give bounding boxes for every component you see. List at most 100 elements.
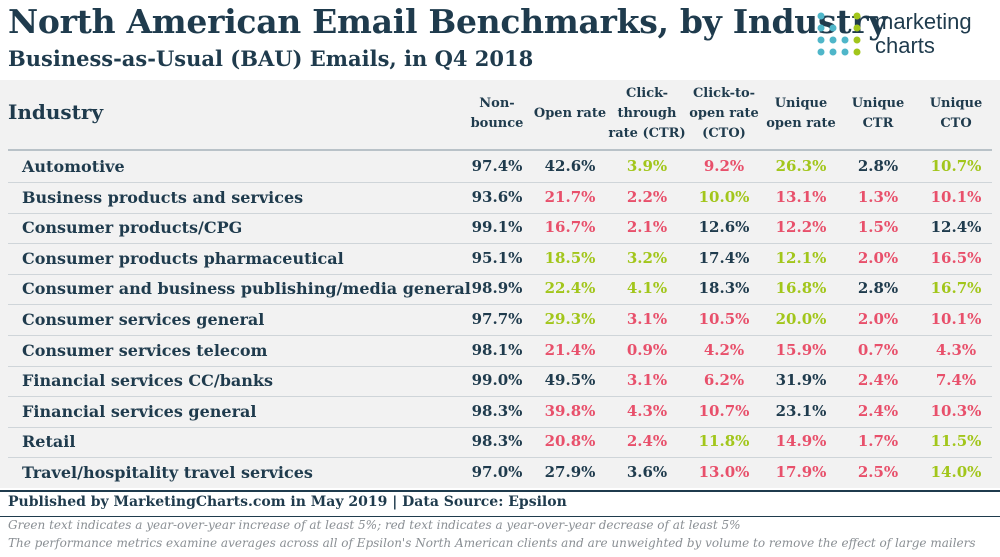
- column-header: Click-through rate (CTR): [608, 84, 686, 144]
- metric-value: 4.1%: [626, 279, 668, 298]
- column-header-line: CTO: [940, 116, 972, 131]
- metric-value: 2.1%: [626, 218, 668, 237]
- metric-value: 10.3%: [930, 401, 982, 420]
- column-header-line: Click-: [625, 86, 668, 101]
- column-header: Non-bounce: [458, 94, 536, 134]
- metric-value: 29.3%: [544, 310, 596, 328]
- logo-text: marketing charts: [875, 10, 972, 58]
- metric-value: 3.6%: [626, 463, 668, 481]
- metric-value: 3.1%: [626, 310, 668, 328]
- row-divider: [8, 273, 992, 275]
- metric-value: 10.7%: [698, 401, 750, 420]
- row-divider: [8, 182, 992, 183]
- industry-label: Financial services CC/banks: [22, 371, 273, 391]
- metric-value: 97.7%: [471, 310, 523, 328]
- industry-column-header: Industry: [8, 100, 104, 124]
- metric-value: 12.4%: [930, 218, 982, 237]
- column-header-line: open rate: [766, 116, 836, 131]
- metric-value: 98.3%: [471, 432, 523, 451]
- header-divider: [8, 149, 992, 151]
- table-row: Business products and services 93.6% 21.7%…: [8, 183, 992, 214]
- column-header-line: Click-to-: [692, 86, 756, 101]
- table-row: Financial services CC/banks 99.0% 49.5% 3.1…: [8, 366, 992, 398]
- metric-value: 12.6%: [698, 218, 750, 237]
- metric-value: 0.7%: [857, 340, 899, 359]
- industry-label: Retail: [22, 432, 76, 452]
- logo-line2: charts: [875, 33, 935, 58]
- table-row: Travel/hospitality travel services 97.0% 2…: [8, 458, 992, 488]
- metric-value: 3.2%: [626, 248, 668, 267]
- metric-value: 18.3%: [698, 279, 750, 298]
- metric-value: 12.1%: [775, 248, 827, 267]
- column-header-line: CTR: [862, 116, 894, 131]
- metric-value: 14.0%: [930, 463, 982, 481]
- metric-value: 2.0%: [857, 310, 899, 328]
- column-header-line: Unique: [851, 96, 905, 111]
- metric-value: 10.1%: [930, 187, 982, 206]
- metric-value: 0.9%: [626, 340, 668, 359]
- row-divider: [8, 212, 992, 214]
- column-header-line: Non-: [479, 96, 515, 111]
- column-header: Click-to-open rate (CTO): [685, 84, 763, 144]
- metric-value: 98.3%: [471, 401, 523, 420]
- metric-value: 2.5%: [857, 463, 899, 481]
- logo-dots-icon: [817, 12, 861, 56]
- metric-value: 2.4%: [857, 401, 899, 420]
- logo-line1: marketing: [875, 9, 972, 34]
- metric-value: 17.4%: [698, 248, 750, 267]
- column-header: Unique CTR: [839, 94, 917, 134]
- table-row: Retail 98.3% 20.8% 2.4% 11.8% 14.9% 1.7% 11.5%: [8, 427, 992, 459]
- metric-value: 22.4%: [544, 279, 596, 298]
- column-header: Unique open rate: [762, 94, 840, 134]
- metric-value: 12.2%: [775, 218, 827, 237]
- row-divider: [8, 457, 992, 459]
- metric-value: 10.0%: [698, 187, 750, 206]
- industry-label: Automotive: [22, 157, 125, 176]
- color-legend-note: Green text indicates a year-over-year in…: [8, 518, 741, 532]
- metric-value: 1.7%: [857, 432, 899, 451]
- chart-title: North American Email Benchmarks, by Indu…: [8, 2, 888, 41]
- metric-value: 95.1%: [471, 248, 523, 267]
- metric-value: 15.9%: [775, 340, 827, 359]
- metric-value: 2.4%: [626, 432, 668, 451]
- table-row: Consumer and business publishing/media g…: [8, 274, 992, 306]
- metric-value: 31.9%: [775, 371, 827, 390]
- metric-value: 27.9%: [544, 463, 596, 481]
- table-row: Consumer products pharmaceutical 95.1% 18.…: [8, 244, 992, 275]
- row-divider: [8, 335, 992, 336]
- metric-value: 11.8%: [698, 432, 750, 451]
- metric-value: 10.7%: [930, 157, 982, 175]
- chart-subtitle: Business-as-Usual (BAU) Emails, in Q4 20…: [8, 46, 534, 71]
- metric-value: 97.0%: [471, 463, 523, 481]
- row-divider: [8, 304, 992, 306]
- table-row: Consumer products/CPG 99.1% 16.7% 2.1% 12.6%…: [8, 213, 992, 245]
- column-header: Open rate: [531, 104, 609, 124]
- metric-value: 2.8%: [857, 279, 899, 298]
- metric-value: 1.5%: [857, 218, 899, 237]
- column-header-line: Unique: [929, 96, 983, 111]
- metric-value: 4.2%: [703, 340, 745, 359]
- column-header-line: bounce: [470, 116, 524, 131]
- marketingcharts-logo: marketing charts: [815, 10, 995, 62]
- metric-value: 3.9%: [626, 157, 668, 175]
- metric-value: 16.8%: [775, 279, 827, 298]
- metric-value: 26.3%: [775, 157, 827, 175]
- column-header: Unique CTO: [917, 94, 995, 134]
- table-row: Automotive 97.4% 42.6% 3.9% 9.2% 26.3% 2.8% 10.…: [8, 152, 992, 183]
- column-header-line: Unique: [774, 96, 828, 111]
- metric-value: 3.1%: [626, 371, 668, 390]
- metric-value: 4.3%: [935, 340, 977, 359]
- metric-value: 98.1%: [471, 340, 523, 359]
- row-divider: [8, 396, 992, 398]
- metric-value: 99.1%: [471, 218, 523, 237]
- industry-label: Travel/hospitality travel services: [22, 463, 313, 482]
- metric-value: 13.0%: [698, 463, 750, 481]
- metric-value: 39.8%: [544, 401, 596, 420]
- metric-value: 7.4%: [935, 371, 977, 390]
- metric-value: 98.9%: [471, 279, 523, 298]
- metric-value: 16.7%: [930, 279, 982, 298]
- row-divider: [8, 243, 992, 245]
- methodology-note: The performance metrics examine averages…: [8, 536, 976, 550]
- metric-value: 21.4%: [544, 340, 596, 359]
- metric-value: 10.5%: [698, 310, 750, 328]
